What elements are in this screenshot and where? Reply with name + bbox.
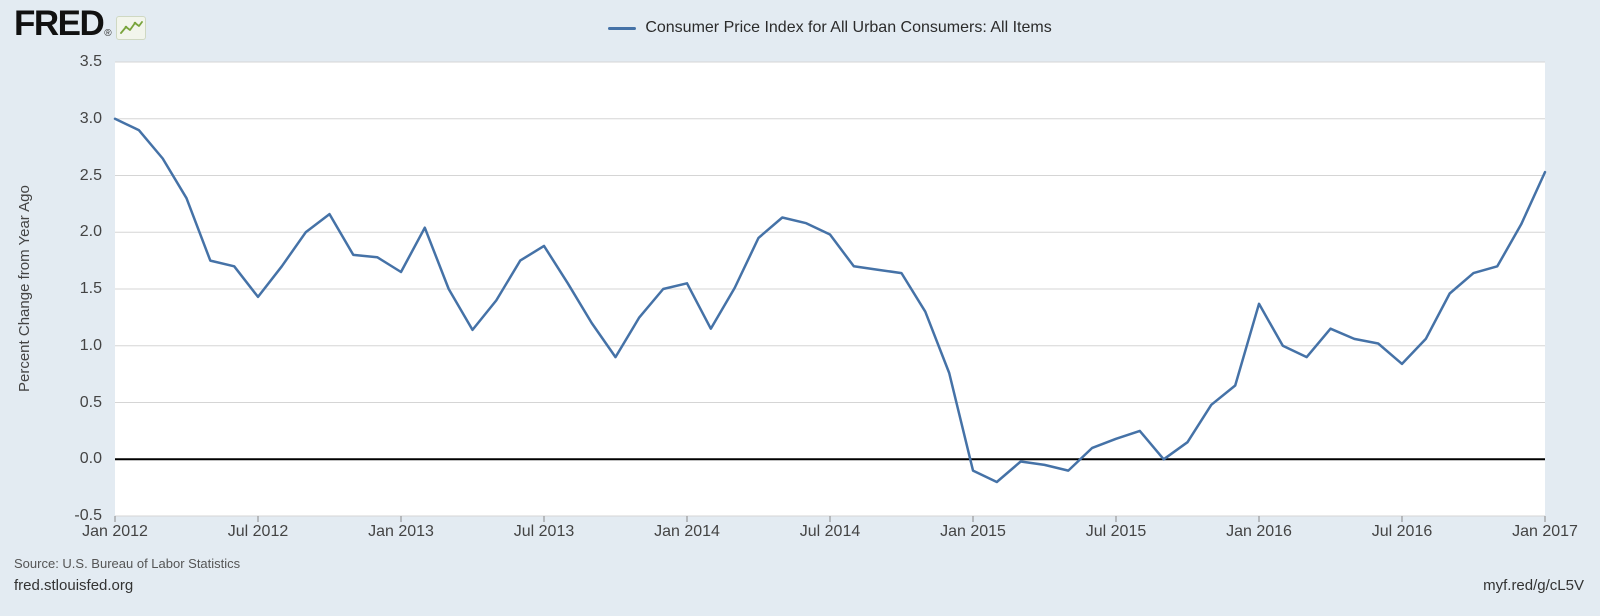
source-note: Source: U.S. Bureau of Labor Statistics bbox=[14, 556, 241, 571]
fred-logo-text: FRED bbox=[14, 4, 105, 43]
y-axis-tick-label: 1.0 bbox=[79, 336, 102, 354]
fred-site-link[interactable]: fred.stlouisfed.org bbox=[14, 577, 134, 594]
legend-line-swatch bbox=[608, 26, 637, 30]
x-axis-tick-label: Jan 2016 bbox=[1226, 523, 1292, 540]
y-axis-tick-label: 2.5 bbox=[79, 166, 102, 184]
x-axis-tick-label: Jul 2016 bbox=[1371, 523, 1433, 540]
y-axis-tick-label: 0.5 bbox=[79, 393, 102, 411]
fred-logo[interactable]: FRED ® bbox=[14, 6, 146, 41]
cpi-series-line[interactable] bbox=[113, 117, 1547, 484]
plot-area[interactable] bbox=[113, 61, 1547, 522]
y-axis-tick-label: -0.5 bbox=[74, 507, 102, 524]
registered-trademark-symbol: ® bbox=[104, 28, 112, 39]
fred-sparkline-icon bbox=[115, 16, 146, 40]
y-axis-title: Percent Change from Year Ago bbox=[16, 185, 33, 393]
y-axis-tick-label: 3.0 bbox=[79, 109, 102, 127]
x-axis-tick-label: Jul 2014 bbox=[799, 523, 861, 540]
x-axis-tick-label: Jan 2014 bbox=[654, 523, 720, 540]
y-axis-tick-label: 2.0 bbox=[79, 223, 102, 241]
x-axis-tick-label: Jul 2013 bbox=[513, 523, 575, 540]
legend: Consumer Price Index for All Urban Consu… bbox=[115, 17, 1545, 39]
x-axis-tick-label: Jan 2015 bbox=[940, 523, 1006, 540]
graph-short-url-link[interactable]: myf.red/g/cL5V bbox=[1483, 577, 1584, 594]
x-axis-tick-label: Jul 2012 bbox=[227, 523, 289, 540]
x-axis-tick-label: Jan 2013 bbox=[368, 523, 434, 540]
y-axis-tick-label: 3.5 bbox=[79, 53, 102, 70]
chart-canvas[interactable] bbox=[113, 61, 1547, 522]
x-axis-tick-label: Jan 2012 bbox=[82, 523, 148, 540]
y-axis-tick-label: 1.5 bbox=[79, 280, 102, 297]
y-axis-tick-label: 0.0 bbox=[79, 450, 102, 468]
x-axis-tick-label: Jan 2017 bbox=[1512, 523, 1578, 540]
legend-label: Consumer Price Index for All Urban Consu… bbox=[645, 19, 1052, 36]
x-axis-tick-label: Jul 2015 bbox=[1085, 523, 1147, 540]
